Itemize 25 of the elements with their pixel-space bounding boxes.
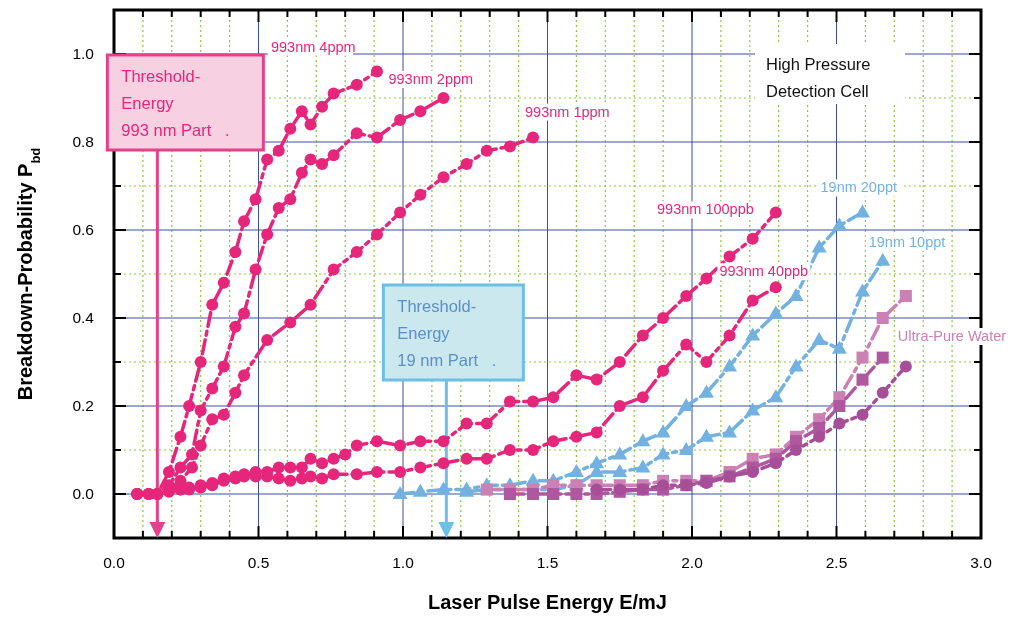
series-label: 993nm 4ppm [270,38,356,55]
ref-line-label: Threshold- Energy 993 nm Part . [121,67,230,139]
x-tick-label: 1.0 [392,554,415,571]
series-label: 19nm 10ppt [868,233,946,250]
y-tick-label: 0.6 [72,221,94,238]
series-label: 993nm 2ppm [388,71,474,87]
y-tick-label: 0.8 [72,133,94,150]
x-tick-label: 3.0 [970,554,993,571]
ref-line-label: Threshold- Energy 19 nm Part . [397,297,497,369]
x-tick-label: 1.5 [536,554,559,571]
x-axis-title: Laser Pulse Energy E/mJ [427,591,668,613]
series-label: 993nm 100ppb [657,201,754,218]
annotation: High Pressure Detection Cell [766,55,871,100]
y-tick-label: 0.4 [72,309,95,326]
x-tick-label: 2.5 [825,554,848,571]
y-tick-label: 0.2 [72,397,94,414]
x-tick-label: 2.0 [681,554,704,571]
x-tick-label: 0.5 [247,554,270,571]
series-label: 993nm 1ppm [525,103,610,120]
y-tick-label: 1.0 [72,45,95,62]
series-label: 19nm 20ppt [820,179,898,196]
y-tick-label: 0.0 [72,485,95,502]
x-tick-label: 0.0 [103,554,126,571]
series-label: 993nm 40ppb [719,263,809,280]
series-label: Ultra-Pure Water [897,328,1007,344]
